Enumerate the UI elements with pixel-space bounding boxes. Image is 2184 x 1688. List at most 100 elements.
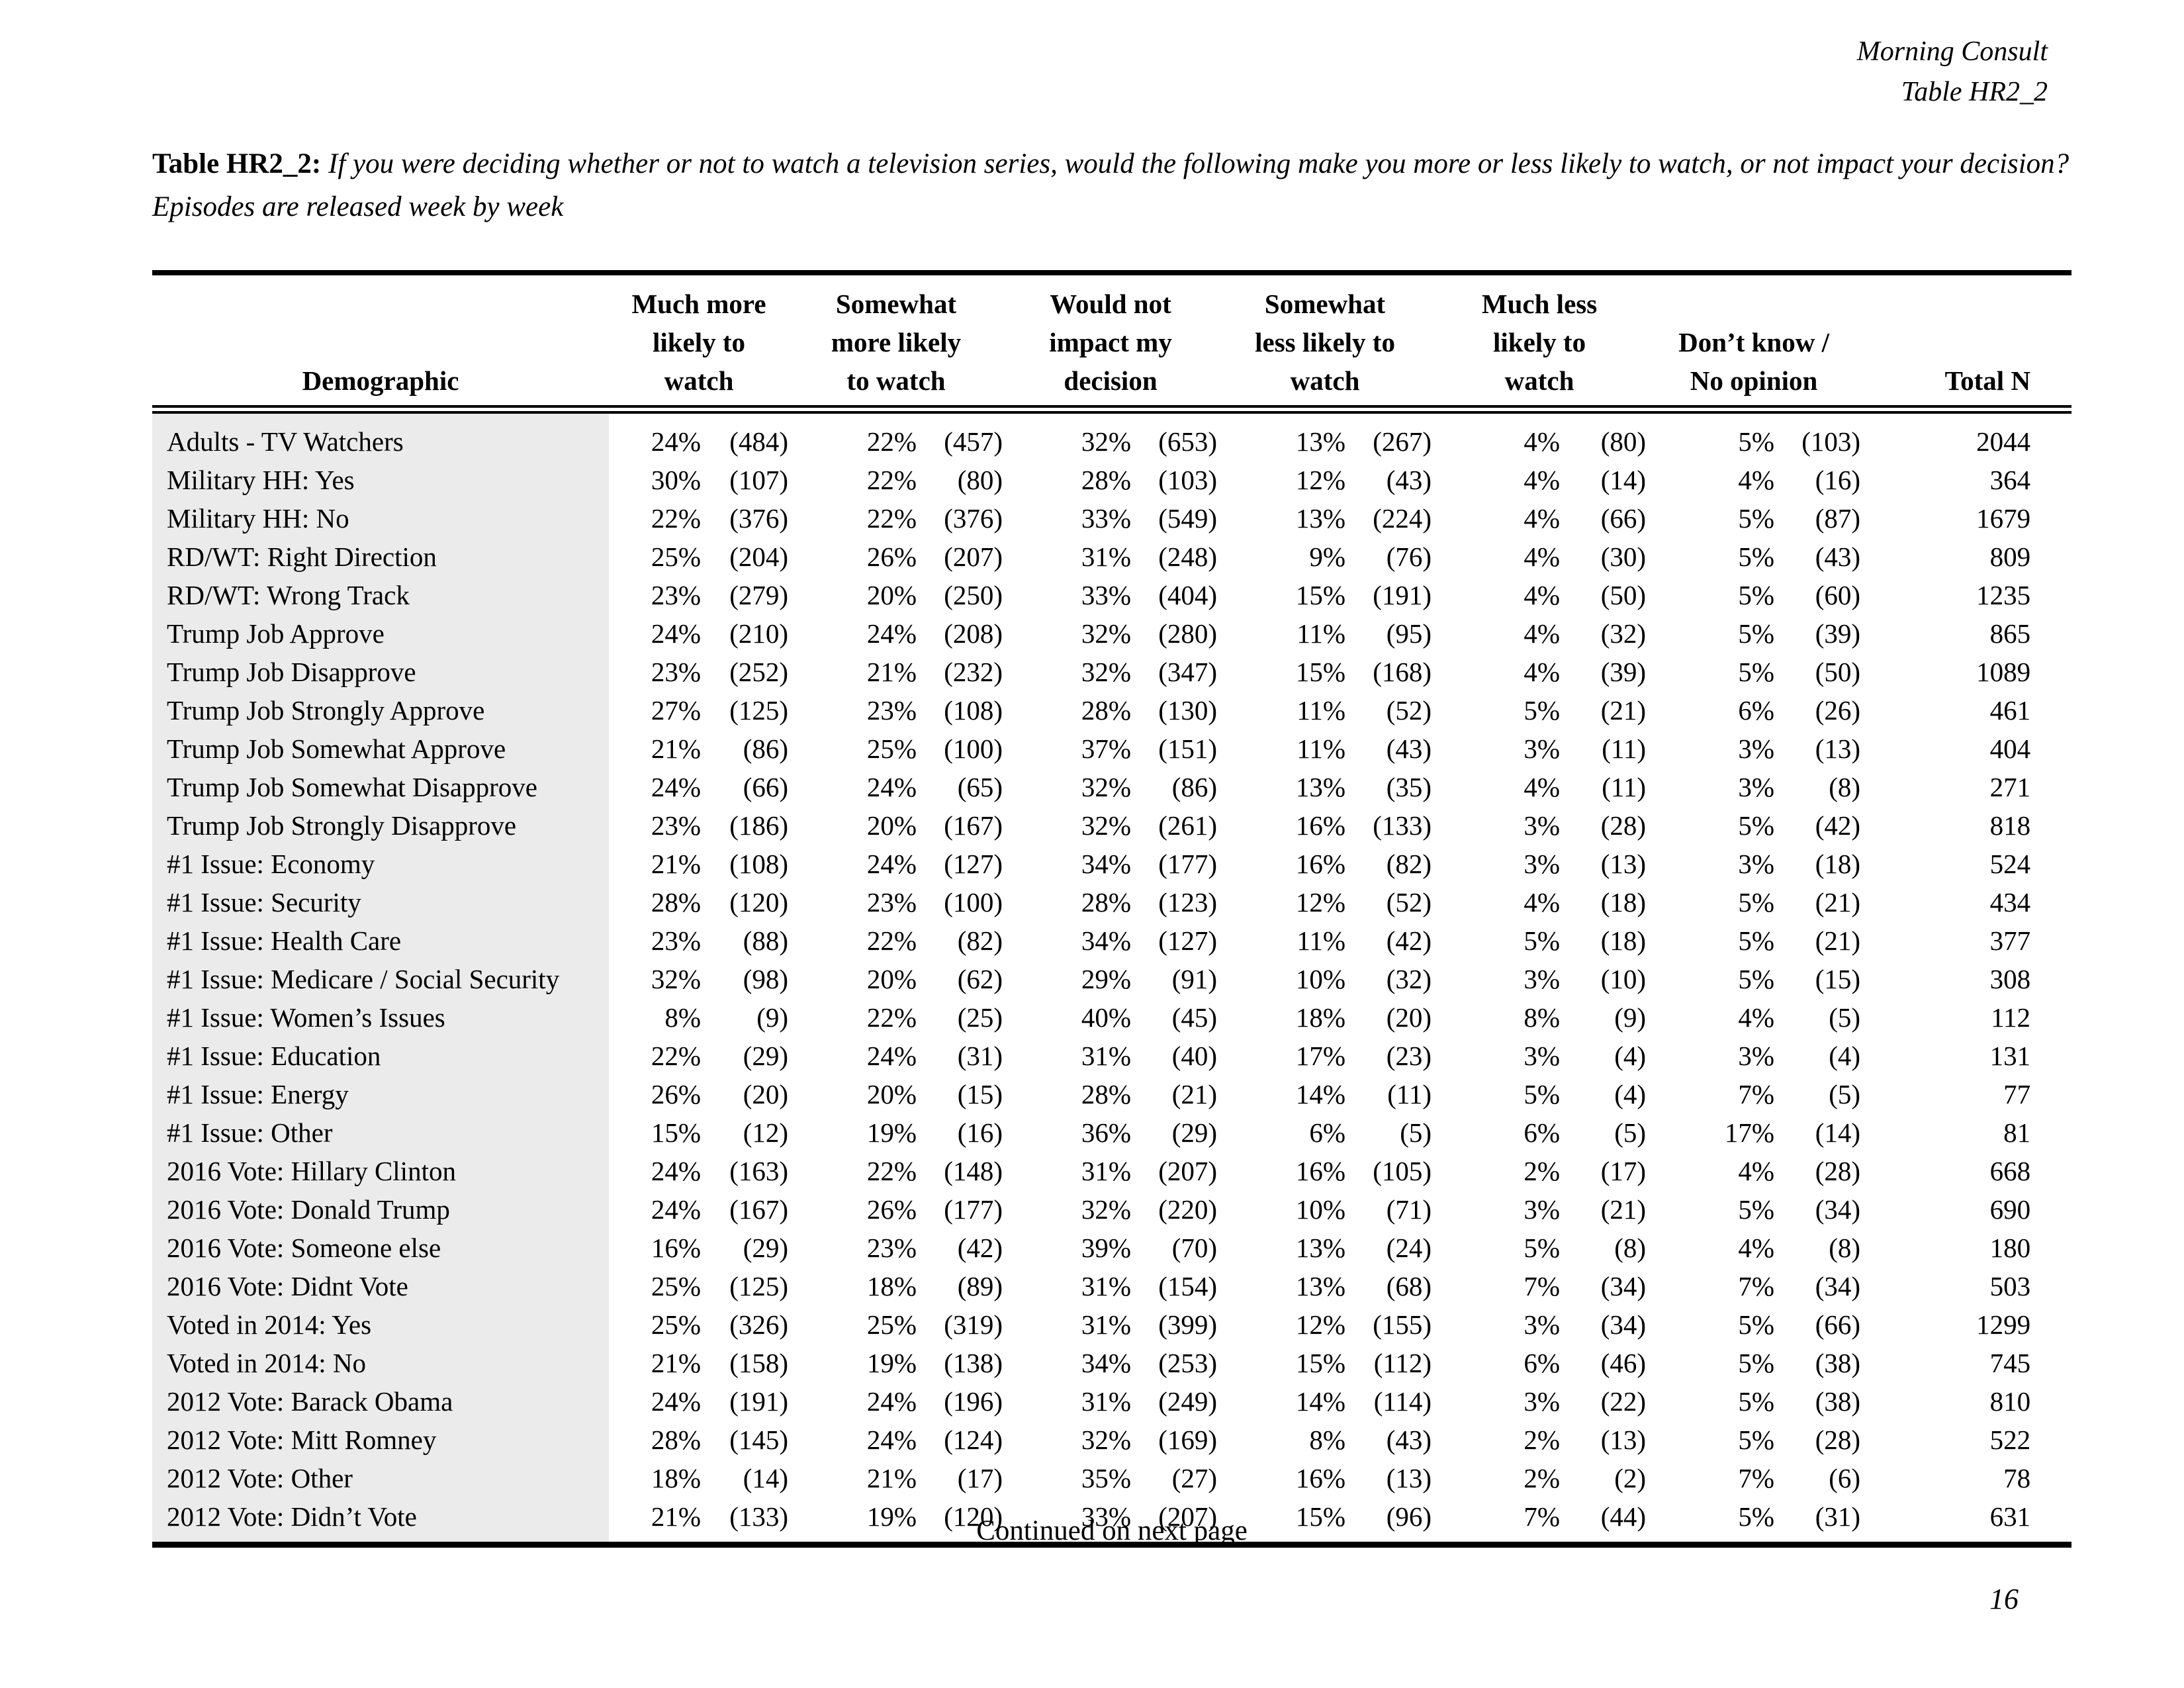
row-label: Trump Job Strongly Approve bbox=[152, 691, 609, 729]
cell-count: (13) bbox=[1815, 733, 1861, 764]
cell-count: (220) bbox=[1158, 1194, 1218, 1225]
cell-count: (60) bbox=[1815, 580, 1861, 610]
cell-count: (112) bbox=[1373, 1348, 1432, 1378]
cell-percent: 3% bbox=[1524, 1386, 1561, 1417]
cell-count: (10) bbox=[1600, 964, 1647, 994]
cell-count: (31) bbox=[1815, 1501, 1861, 1532]
cell-percent: 6% bbox=[1524, 1117, 1561, 1148]
cell-percent: 24% bbox=[651, 1194, 701, 1225]
row-label: #1 Issue: Economy bbox=[152, 845, 609, 883]
cell-percent: 33% bbox=[1081, 503, 1132, 534]
cell-count: (96) bbox=[1386, 1501, 1432, 1532]
table-row: Trump Job Somewhat Approve 21% (86) 25% (100… bbox=[152, 729, 2071, 768]
cell-percent: 35% bbox=[1081, 1463, 1132, 1493]
cell-percent: 4% bbox=[1738, 1233, 1775, 1263]
cell-count: (9) bbox=[1614, 1002, 1647, 1033]
cell-count: (28) bbox=[1815, 1156, 1861, 1186]
cell-count: (167) bbox=[944, 810, 1003, 841]
cell-percent: 5% bbox=[1738, 1194, 1775, 1225]
page-number: 16 bbox=[1989, 1583, 2019, 1615]
cell-count: (167) bbox=[729, 1194, 788, 1225]
table-subtitle: Episodes are released week by week bbox=[152, 191, 564, 222]
cell-count: (42) bbox=[1386, 925, 1432, 956]
row-label: #1 Issue: Energy bbox=[152, 1075, 609, 1113]
cell-total-n: 131 bbox=[1989, 1041, 2031, 1071]
cell-percent: 6% bbox=[1309, 1117, 1346, 1148]
column-header-line: Somewhat bbox=[1264, 289, 1386, 319]
cell-count: (71) bbox=[1386, 1194, 1432, 1225]
column-header-line: Much less bbox=[1481, 289, 1598, 319]
cell-count: (252) bbox=[729, 657, 788, 687]
table-row: 2016 Vote: Donald Trump 24% (167) 26% (177) 3… bbox=[152, 1190, 2071, 1229]
cell-total-n: 434 bbox=[1989, 887, 2031, 917]
cell-count: (34) bbox=[1600, 1271, 1647, 1301]
cell-count: (13) bbox=[1386, 1463, 1432, 1493]
cell-count: (261) bbox=[1158, 810, 1218, 841]
cell-count: (39) bbox=[1600, 657, 1647, 687]
cell-count: (40) bbox=[1171, 1041, 1218, 1071]
table-row: RD/WT: Wrong Track 23% (279) 20% (250) 33% (40… bbox=[152, 576, 2071, 614]
cell-count: (66) bbox=[1815, 1309, 1861, 1340]
row-label: Trump Job Somewhat Approve bbox=[152, 729, 609, 768]
row-label: #1 Issue: Other bbox=[152, 1113, 609, 1152]
column-header-line: Somewhat bbox=[835, 289, 957, 319]
cell-percent: 23% bbox=[866, 1233, 917, 1263]
cell-count: (133) bbox=[729, 1501, 788, 1532]
title-question: If you were deciding whether or not to w… bbox=[328, 148, 2070, 179]
cell-count: (151) bbox=[1158, 733, 1218, 764]
cell-count: (347) bbox=[1158, 657, 1218, 687]
cell-count: (319) bbox=[944, 1309, 1003, 1340]
cell-percent: 5% bbox=[1738, 925, 1775, 956]
cell-percent: 12% bbox=[1295, 1309, 1346, 1340]
cell-percent: 24% bbox=[866, 849, 917, 879]
page-header: Morning Consult Table HR2_2 bbox=[1857, 32, 2048, 113]
cell-percent: 16% bbox=[1295, 1463, 1346, 1493]
cell-percent: 32% bbox=[1081, 1194, 1132, 1225]
row-label: Adults - TV Watchers bbox=[152, 409, 609, 461]
cell-percent: 5% bbox=[1738, 426, 1775, 457]
continued-note: Continued on next page bbox=[976, 1515, 1248, 1546]
cell-count: (50) bbox=[1600, 580, 1647, 610]
cell-total-n: 668 bbox=[1989, 1156, 2031, 1186]
cell-percent: 25% bbox=[651, 1271, 701, 1301]
column-header-4: Somewhat less likely to watch bbox=[1218, 273, 1433, 414]
cell-count: (34) bbox=[1815, 1271, 1861, 1301]
cell-percent: 28% bbox=[651, 1425, 701, 1455]
cell-percent: 28% bbox=[1081, 887, 1132, 917]
cell-count: (100) bbox=[944, 887, 1003, 917]
cell-percent: 5% bbox=[1738, 810, 1775, 841]
table-row: Military HH: No 22% (376) 22% (376) 33% (549) 1… bbox=[152, 499, 2071, 538]
cell-count: (50) bbox=[1815, 657, 1861, 687]
cell-count: (107) bbox=[729, 465, 788, 495]
cell-count: (21) bbox=[1815, 887, 1861, 917]
cell-percent: 21% bbox=[651, 733, 701, 764]
cell-percent: 4% bbox=[1524, 503, 1561, 534]
cell-count: (31) bbox=[957, 1041, 1003, 1071]
cell-percent: 23% bbox=[651, 925, 701, 956]
cell-count: (17) bbox=[957, 1463, 1003, 1493]
cell-count: (204) bbox=[729, 541, 788, 572]
cell-count: (2) bbox=[1614, 1463, 1647, 1493]
cell-percent: 39% bbox=[1081, 1233, 1132, 1263]
cell-percent: 20% bbox=[866, 580, 917, 610]
cell-percent: 12% bbox=[1295, 887, 1346, 917]
cell-count: (21) bbox=[1600, 695, 1647, 726]
cell-percent: 4% bbox=[1524, 426, 1561, 457]
cell-count: (124) bbox=[944, 1425, 1003, 1455]
cell-percent: 9% bbox=[1309, 541, 1346, 572]
cell-count: (43) bbox=[1386, 733, 1432, 764]
table-row: #1 Issue: Women’s Issues 8% (9) 22% (25) 40% (… bbox=[152, 998, 2071, 1037]
cell-percent: 24% bbox=[651, 618, 701, 649]
cell-count: (16) bbox=[957, 1117, 1003, 1148]
cell-count: (108) bbox=[729, 849, 788, 879]
column-header-2: Somewhat more likely to watch bbox=[789, 273, 1004, 414]
cell-percent: 22% bbox=[866, 925, 917, 956]
cell-total-n: 1679 bbox=[1976, 503, 2031, 534]
cell-count: (100) bbox=[944, 733, 1003, 764]
table-row: 2016 Vote: Didnt Vote 25% (125) 18% (89) 31% (… bbox=[152, 1267, 2071, 1305]
cell-percent: 4% bbox=[1738, 1156, 1775, 1186]
cell-total-n: 308 bbox=[1989, 964, 2031, 994]
table-row: 2012 Vote: Mitt Romney 28% (145) 24% (124) 32… bbox=[152, 1421, 2071, 1459]
cell-count: (9) bbox=[756, 1002, 788, 1033]
